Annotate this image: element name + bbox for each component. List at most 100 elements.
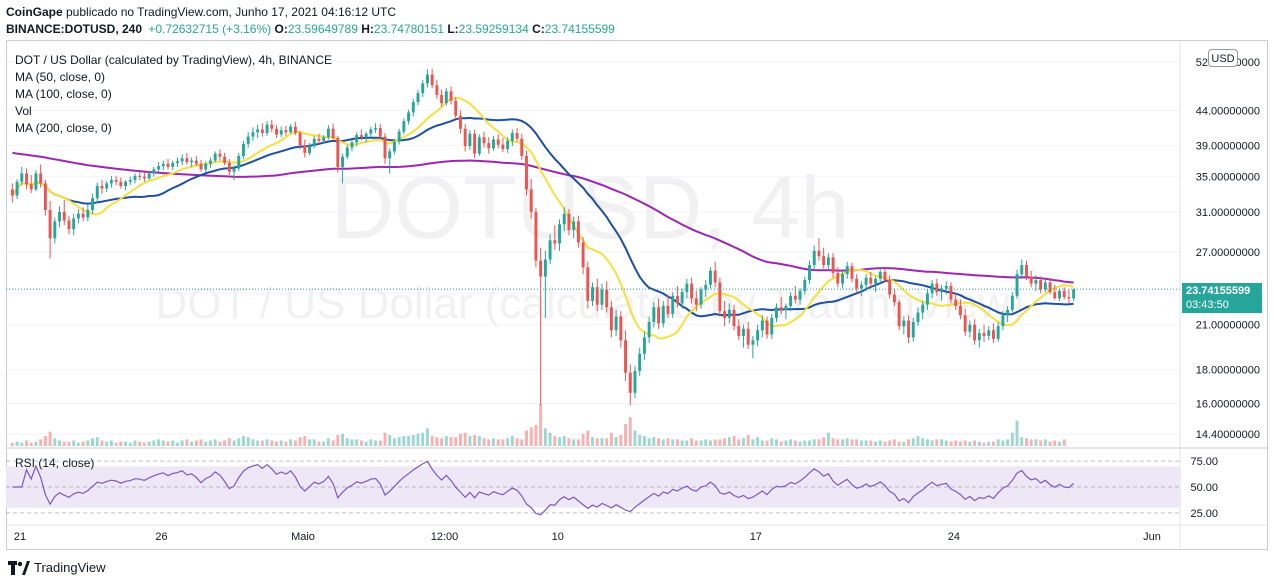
candle[interactable] xyxy=(1053,284,1057,300)
candle[interactable] xyxy=(275,125,278,139)
candle[interactable] xyxy=(661,300,665,328)
candle[interactable] xyxy=(1062,287,1066,300)
candle[interactable] xyxy=(902,316,906,335)
candle[interactable] xyxy=(954,293,958,310)
candle[interactable] xyxy=(81,207,85,222)
candle[interactable] xyxy=(496,134,500,149)
candle[interactable] xyxy=(435,79,439,99)
candle[interactable] xyxy=(199,159,203,172)
candle[interactable] xyxy=(968,320,972,338)
candle[interactable] xyxy=(194,155,198,167)
candle[interactable] xyxy=(142,171,146,182)
candle[interactable] xyxy=(317,133,321,144)
candle[interactable] xyxy=(812,245,816,270)
candle[interactable] xyxy=(911,317,915,342)
candle[interactable] xyxy=(940,284,944,301)
candle[interactable] xyxy=(704,280,708,298)
candle[interactable] xyxy=(430,68,434,89)
legend-ma50[interactable]: MA (50, close, 0) xyxy=(15,70,106,84)
candle[interactable] xyxy=(991,323,995,344)
candle[interactable] xyxy=(652,302,656,328)
candle[interactable] xyxy=(190,157,194,167)
candle[interactable] xyxy=(892,288,896,306)
currency-button[interactable]: USD xyxy=(1208,49,1238,67)
candle[interactable] xyxy=(180,154,184,166)
candle[interactable] xyxy=(378,123,382,139)
footer-brand[interactable]: TradingView xyxy=(8,560,106,575)
candle[interactable] xyxy=(1006,305,1010,322)
candle[interactable] xyxy=(746,321,750,350)
candle[interactable] xyxy=(411,98,415,117)
candle[interactable] xyxy=(487,137,491,154)
candle[interactable] xyxy=(336,135,340,173)
candle[interactable] xyxy=(265,121,269,136)
candle[interactable] xyxy=(95,182,99,203)
candle[interactable] xyxy=(1001,311,1005,331)
candle[interactable] xyxy=(416,90,420,106)
candle[interactable] xyxy=(642,331,646,360)
candle[interactable] xyxy=(86,204,90,222)
candle[interactable] xyxy=(826,252,830,271)
candle[interactable] xyxy=(1029,270,1033,288)
candle[interactable] xyxy=(25,168,28,190)
candle[interactable] xyxy=(921,300,925,320)
candle[interactable] xyxy=(58,206,61,228)
candle[interactable] xyxy=(242,140,245,160)
candle[interactable] xyxy=(935,278,939,296)
candle[interactable] xyxy=(874,276,877,293)
candle[interactable] xyxy=(209,157,212,168)
candle[interactable] xyxy=(836,267,840,288)
candle[interactable] xyxy=(671,292,675,318)
legend-vol[interactable]: Vol xyxy=(15,104,32,118)
candle[interactable] xyxy=(1043,278,1047,293)
candle[interactable] xyxy=(1039,276,1043,294)
candle[interactable] xyxy=(756,324,760,347)
candle[interactable] xyxy=(1034,275,1038,291)
candle[interactable] xyxy=(15,179,19,200)
candle[interactable] xyxy=(539,247,543,406)
candle[interactable] xyxy=(43,180,47,216)
candle[interactable] xyxy=(916,307,920,327)
candle[interactable] xyxy=(869,271,873,288)
candle[interactable] xyxy=(817,238,821,261)
candle[interactable] xyxy=(185,152,189,165)
candle[interactable] xyxy=(591,282,594,306)
candle[interactable] xyxy=(925,289,929,310)
candle[interactable] xyxy=(105,180,109,192)
candle[interactable] xyxy=(350,139,354,152)
rsi-legend[interactable]: RSI (14, close) xyxy=(15,456,95,470)
candle[interactable] xyxy=(204,161,208,173)
candle[interactable] xyxy=(1067,289,1071,304)
candle[interactable] xyxy=(534,208,538,268)
candle[interactable] xyxy=(463,123,467,152)
candle[interactable] xyxy=(548,234,552,264)
candle[interactable] xyxy=(341,153,344,184)
candle[interactable] xyxy=(770,313,774,339)
legend-ma100[interactable]: MA (100, close, 0) xyxy=(15,87,112,101)
candle[interactable] xyxy=(157,162,161,173)
candle[interactable] xyxy=(473,129,477,159)
candle[interactable] xyxy=(784,303,788,320)
candle[interactable] xyxy=(402,118,406,135)
candle[interactable] xyxy=(525,150,528,196)
candle[interactable] xyxy=(944,281,948,295)
candle[interactable] xyxy=(227,159,231,176)
candle[interactable] xyxy=(614,309,618,336)
candle[interactable] xyxy=(492,135,495,151)
candle[interactable] xyxy=(510,129,514,147)
candle[interactable] xyxy=(284,125,288,136)
candle[interactable] xyxy=(572,216,576,239)
candle[interactable] xyxy=(501,138,505,153)
candle[interactable] xyxy=(374,123,378,133)
candle[interactable] xyxy=(775,303,778,322)
candle[interactable] xyxy=(883,268,887,283)
candle[interactable] xyxy=(798,288,802,305)
candle[interactable] xyxy=(161,160,165,171)
candle[interactable] xyxy=(737,319,741,341)
candle[interactable] xyxy=(440,89,444,107)
candle[interactable] xyxy=(152,166,156,177)
candle[interactable] xyxy=(878,267,882,284)
candle[interactable] xyxy=(657,298,661,329)
candle[interactable] xyxy=(171,160,175,171)
candle[interactable] xyxy=(76,209,80,224)
